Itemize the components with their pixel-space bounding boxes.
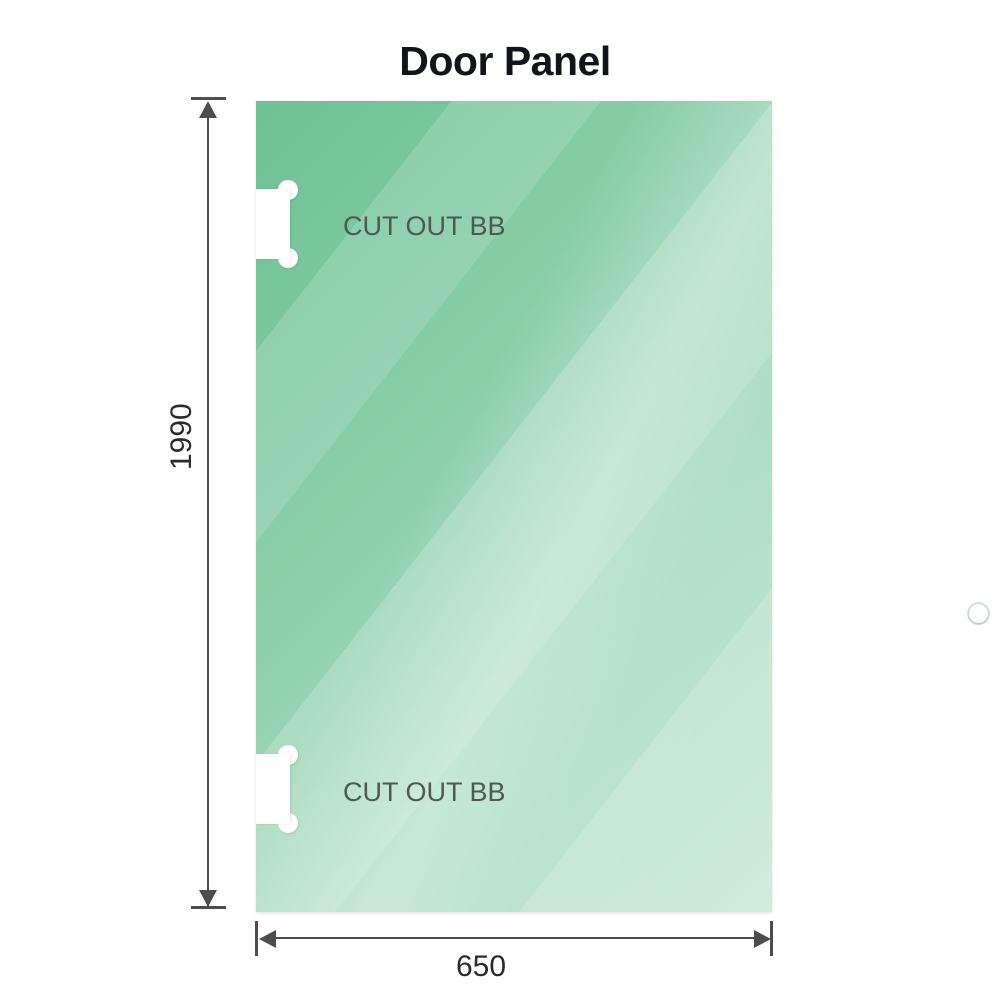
cut-out-label-lower: CUT OUT BB <box>343 777 506 807</box>
dimension-tick-left <box>255 921 258 956</box>
cut-out-label-upper: CUT OUT BB <box>343 211 506 241</box>
dimension-tick-right <box>770 921 773 956</box>
cut-out-fill <box>256 189 286 259</box>
cut-out-notch-upper <box>256 180 298 268</box>
page-title: Door Panel <box>399 38 611 84</box>
cut-out-notch-lower <box>256 745 298 833</box>
dimension-label-height: 1990 <box>165 403 198 470</box>
dimension-label-width: 650 <box>456 950 507 983</box>
dimension-tick-bottom <box>191 906 226 909</box>
dimension-arrow-down-icon <box>199 890 217 907</box>
dimension-arrow-right-icon <box>754 930 771 948</box>
dimension-line-vertical <box>207 106 209 906</box>
glass-door-panel <box>256 101 772 912</box>
panel-container: CUT OUT BB CUT OUT BB <box>256 101 988 912</box>
dimension-line-horizontal <box>264 937 764 939</box>
dimension-arrow-left-icon <box>259 930 276 948</box>
handle-hole-icon <box>969 604 988 623</box>
dimension-tick-top <box>191 97 226 100</box>
cut-out-fill <box>256 754 286 824</box>
